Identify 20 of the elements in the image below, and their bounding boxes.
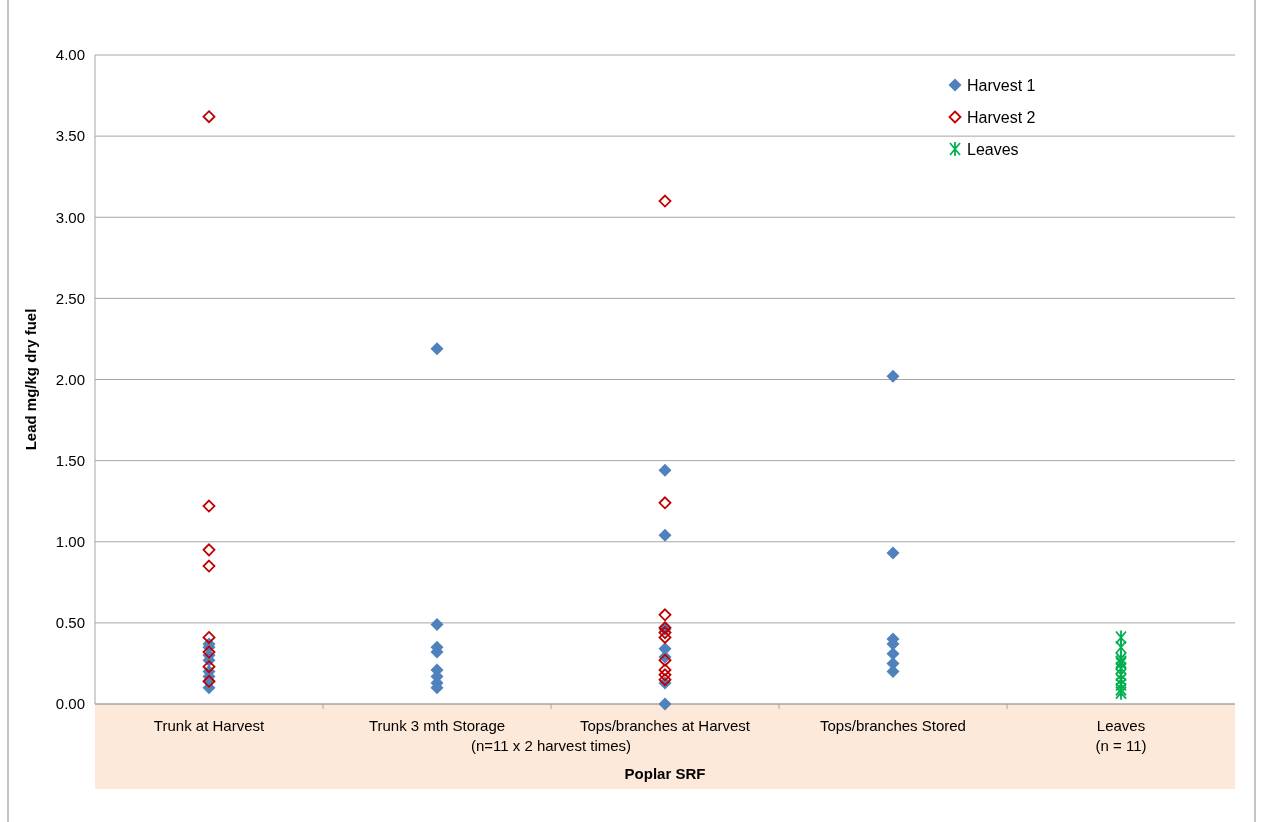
text: (n=11 x 2 harvest times) [470, 737, 632, 754]
legend-label: Harvest 1 [967, 76, 1036, 94]
legend-label: Leaves [967, 140, 1019, 158]
x-tick-label: Trunk at Harvest [153, 717, 265, 734]
x-tick-label: Tops/branches Stored [820, 717, 966, 734]
x-tick-label: Trunk 3 mth Storage [368, 717, 506, 734]
x-tick-label: Leaves (n = 11) [1095, 717, 1147, 754]
x-axis-title: Poplar SRF [624, 765, 706, 782]
y-tick-label: 4.00 [55, 46, 85, 64]
y-tick-label: 3.00 [55, 208, 85, 226]
y-tick-label: 2.00 [55, 370, 85, 388]
legend-label: Harvest 2 [967, 108, 1036, 126]
y-tick-label: 1.50 [55, 451, 85, 469]
y-tick-label: 3.50 [55, 127, 85, 145]
y-tick-label: 0.50 [55, 614, 85, 632]
y-tick-label: 1.00 [55, 533, 85, 550]
x-tick-label: Tops/branches at Harvest [579, 717, 751, 734]
y-axis-title: Lead mg/kg dry fuel [22, 308, 39, 451]
y-tick-label: 0.00 [55, 695, 85, 713]
y-tick-label: 2.50 [55, 289, 85, 307]
